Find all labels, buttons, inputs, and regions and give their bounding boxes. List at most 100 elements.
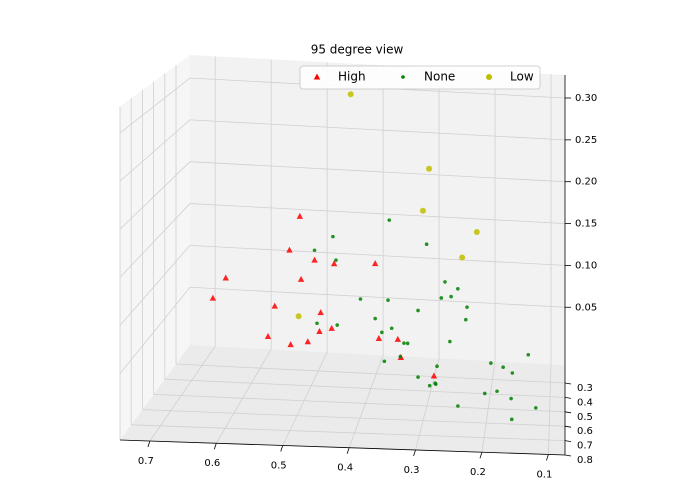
- data-point: [334, 258, 338, 262]
- data-point: [316, 327, 323, 334]
- z-tick-label: 0.20: [575, 177, 597, 188]
- y-tick-label: 0.4: [577, 397, 593, 408]
- grid-line: [119, 119, 191, 182]
- legend-marker: [313, 73, 321, 80]
- data-point: [526, 352, 531, 357]
- grid-line: [131, 424, 566, 441]
- data-point: [427, 383, 432, 388]
- data-point: [433, 382, 438, 386]
- data-point: [317, 309, 324, 316]
- grid-line: [348, 355, 384, 448]
- grid-line: [189, 203, 566, 224]
- data-point: [501, 365, 505, 370]
- data-point: [426, 165, 433, 172]
- data-point: [297, 275, 305, 282]
- grid-line: [189, 286, 566, 308]
- data-point: [416, 308, 420, 313]
- data-point: [416, 375, 420, 379]
- tick-mark: [413, 449, 416, 457]
- chart-title: 95 degree view: [311, 43, 404, 57]
- tick-mark: [346, 447, 350, 454]
- grid-line: [119, 161, 191, 230]
- y-tick-label: 0.7: [577, 441, 593, 452]
- grid-line: [175, 363, 566, 384]
- data-point: [271, 302, 278, 309]
- z-tick-label: 0.10: [575, 260, 597, 271]
- data-point: [386, 298, 390, 302]
- grid-line: [119, 77, 191, 134]
- data-point: [402, 341, 406, 345]
- grid-line: [189, 161, 566, 183]
- grid-line: [547, 364, 552, 455]
- tick-mark: [213, 443, 217, 450]
- data-point: [375, 335, 383, 342]
- data-point: [311, 256, 318, 263]
- legend-marker: [486, 74, 492, 80]
- data-point: [382, 359, 387, 364]
- x-tick-label: 0.6: [204, 458, 220, 469]
- legend-label: Low: [510, 70, 534, 84]
- data-point: [456, 404, 460, 408]
- data-point: [380, 330, 384, 335]
- data-point: [371, 260, 379, 267]
- legend-label: None: [424, 70, 455, 84]
- legend-marker: [401, 75, 405, 79]
- data-point: [419, 207, 426, 214]
- data-point: [264, 332, 272, 339]
- tick-mark: [564, 425, 572, 428]
- legend-frame: [299, 65, 541, 90]
- tick-mark: [546, 454, 549, 461]
- z-tick-label: 0.30: [575, 93, 597, 104]
- data-point: [389, 326, 394, 331]
- data-point: [358, 297, 363, 301]
- grid-line: [189, 245, 566, 266]
- data-point: [482, 391, 487, 396]
- data-point: [510, 371, 515, 375]
- data-point: [439, 296, 444, 300]
- grid-line: [153, 394, 566, 413]
- data-point: [330, 260, 338, 267]
- data-point: [509, 417, 514, 422]
- data-point: [387, 218, 392, 222]
- x-tick-label: 0.5: [271, 460, 287, 471]
- data-point: [443, 280, 447, 284]
- tick-mark: [280, 445, 284, 452]
- tick-mark: [564, 454, 572, 457]
- grid-line: [189, 119, 566, 141]
- grid-line: [149, 346, 216, 442]
- data-point: [533, 406, 538, 410]
- data-point: [328, 324, 335, 331]
- x-axis-line: [119, 439, 566, 456]
- data-point: [459, 254, 466, 261]
- tick-mark: [564, 440, 572, 442]
- z-tick-label: 0.25: [575, 135, 597, 146]
- grid-line: [119, 203, 191, 278]
- floor-pane: [120, 345, 565, 455]
- x-tick-label: 0.4: [337, 463, 353, 474]
- z-tick-label: 0.05: [575, 302, 597, 313]
- tick-mark: [147, 440, 151, 448]
- data-point: [304, 338, 312, 345]
- data-point: [287, 341, 294, 348]
- z-tick-label: 0.15: [575, 219, 597, 230]
- data-point: [405, 341, 410, 346]
- data-point: [495, 389, 499, 394]
- x-tick-label: 0.3: [404, 465, 420, 476]
- grid-line: [415, 358, 440, 451]
- data-point: [449, 294, 453, 299]
- data-point: [331, 234, 335, 239]
- grid-line: [119, 286, 191, 374]
- data-point: [424, 242, 429, 247]
- grid-line: [282, 352, 328, 446]
- grid-line: [164, 378, 566, 398]
- data-point: [209, 294, 217, 301]
- grid-line: [119, 245, 191, 326]
- data-point: [489, 361, 493, 365]
- data-point: [296, 212, 304, 219]
- y-tick-label: 0.3: [577, 383, 593, 394]
- data-point: [347, 91, 354, 98]
- data-point: [312, 248, 317, 253]
- x-tick-label: 0.1: [536, 469, 552, 480]
